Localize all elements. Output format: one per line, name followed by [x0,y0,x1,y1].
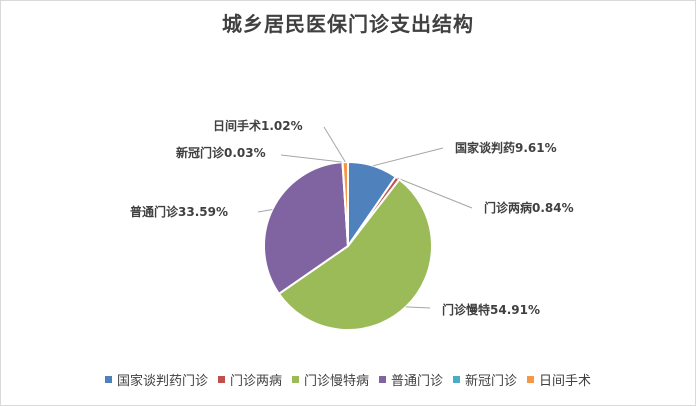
legend-label-1: 门诊两病 [229,374,282,389]
data-label-1: 门诊两病0.84% [484,200,574,215]
leader-line-5 [323,126,346,163]
leader-line-4 [280,154,343,163]
data-label-0: 国家谈判药9.61% [455,140,557,155]
leader-line-2 [405,306,431,309]
leader-line-3 [257,209,273,213]
legend-label-0: 国家谈判药门诊 [116,374,208,389]
legend-label-5: 日间手术 [539,374,592,389]
chart-legend: 国家谈判药门诊 门诊两病 门诊慢特病 普通门诊 新冠门诊 日间手术 [0,370,696,389]
legend-item-5: 日间手术 [527,370,591,389]
data-label-5: 日间手术1.02% [213,118,303,133]
legend-label-2: 门诊慢特病 [303,374,369,389]
legend-swatch-5 [527,376,535,383]
legend-label-4: 新冠门诊 [465,374,518,389]
chart-title: 城乡居民医保门诊支出结构 [222,12,474,36]
legend-swatch-2 [291,376,299,383]
leader-line-1 [397,177,473,209]
legend-item-4: 新冠门诊 [453,370,517,389]
legend-label-3: 普通门诊 [391,374,444,389]
legend-swatch-3 [379,376,386,383]
data-label-2: 门诊慢特54.91% [442,302,540,317]
data-label-4: 新冠门诊0.03% [176,145,266,160]
data-label-3: 普通门诊33.59% [130,204,228,219]
legend-swatch-4 [453,376,461,383]
leader-line-0 [372,147,444,167]
legend-swatch-0 [104,376,112,383]
legend-item-0: 国家谈判药门诊 [104,370,208,389]
legend-swatch-1 [217,376,225,383]
legend-item-1: 门诊两病 [217,370,282,389]
legend-item-3: 普通门诊 [379,370,443,389]
pie-slice-3 [263,161,350,296]
legend-item-2: 门诊慢特病 [291,370,369,389]
